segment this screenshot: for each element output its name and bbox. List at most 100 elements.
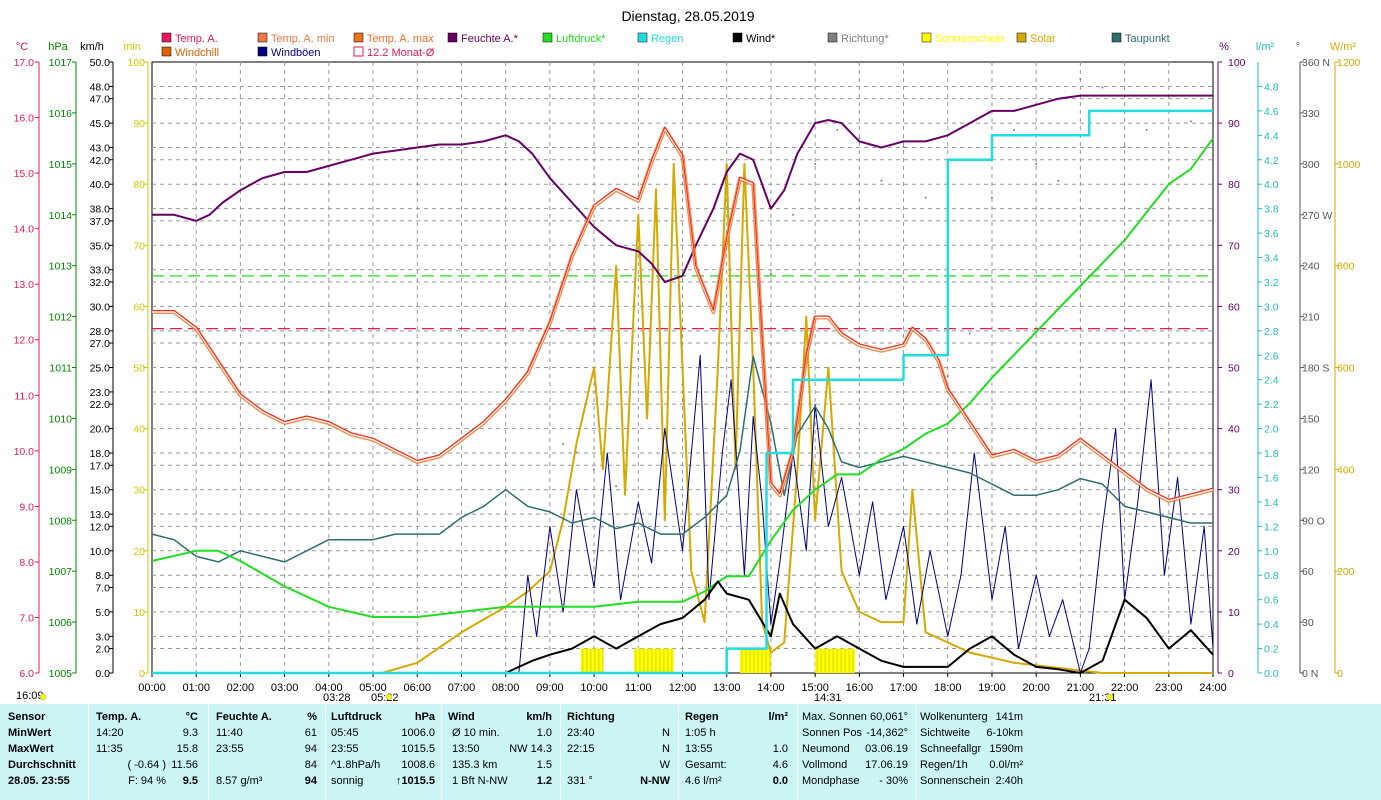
stat-value: 11.56	[171, 759, 198, 771]
stat-value: 1.2	[536, 775, 552, 787]
stat-value: 1.5	[536, 759, 552, 771]
tick-label: 7.0	[95, 582, 110, 594]
tick-label: 360 N	[1302, 57, 1330, 69]
x-tick-label: 04:00	[315, 682, 343, 694]
tick-label: 270 W	[1302, 210, 1332, 222]
tick-label: 1013	[49, 261, 73, 273]
tick-label: 80	[1228, 179, 1240, 191]
time-marker-label: 03:28	[323, 692, 351, 704]
stat-text: 331 °	[567, 775, 593, 787]
tick-label: 0 N	[1302, 668, 1318, 680]
panel-divider	[208, 704, 209, 800]
tick-label: 1.0	[1264, 546, 1279, 558]
panel-header: km/h	[526, 711, 552, 723]
tick-label: 14.0	[14, 224, 35, 236]
panel-header: Regen	[685, 711, 719, 723]
legend-swatch	[1016, 32, 1027, 43]
tick-label: 10	[133, 607, 145, 619]
tick-label: 4.2	[1264, 155, 1279, 167]
legend-swatch	[257, 32, 268, 43]
legend-label: Temp. A.	[175, 33, 218, 45]
tick-label: 0.6	[1264, 595, 1279, 607]
tick-label: 0.0	[95, 668, 110, 680]
stat-text: 23:40	[567, 727, 595, 739]
tick-label: 1015	[49, 159, 73, 171]
x-tick-label: 15:00	[801, 682, 829, 694]
tick-label: 0.0	[1264, 668, 1279, 680]
panel-divider	[916, 704, 917, 800]
sun-value: 03.06.19	[865, 743, 908, 755]
unit-label: %	[1219, 41, 1229, 53]
tick-label: 180 S	[1302, 363, 1329, 375]
direction-point	[593, 468, 596, 471]
tick-label: 2.0	[95, 644, 110, 656]
unit-label: W/m²	[1330, 41, 1357, 53]
panel-divider	[441, 704, 442, 800]
direction-point	[562, 442, 565, 445]
axis-units: °C hPa km/h min% l/m² ° W/m²	[16, 41, 1357, 53]
stat-text: 135.3 km	[452, 759, 498, 771]
panel-header: Feuchte A.	[216, 711, 272, 723]
tick-label: 0	[1337, 668, 1343, 680]
tick-label: 3.0	[95, 631, 110, 643]
stat-text: 1 Bft N-NW	[452, 775, 508, 787]
tick-label: 0	[139, 668, 145, 680]
stat-text: 13:50	[452, 743, 480, 755]
legend-label: Wind*	[746, 33, 776, 45]
tick-label: 1.2	[1264, 521, 1279, 533]
tick-label: 42.0	[90, 155, 111, 167]
tick-label: 8.0	[19, 557, 34, 569]
direction-point	[792, 213, 795, 216]
x-tick-label: 17:00	[890, 682, 918, 694]
tick-label: 43.0	[90, 143, 111, 155]
direction-point	[902, 145, 905, 148]
weather-label: Sonnenschein	[920, 775, 990, 787]
tick-label: 70	[133, 240, 145, 252]
stat-text: ( -0.64 )	[127, 759, 166, 771]
weather-chart: Dienstag, 28.05.2019 Temp. A. Temp. A. mi…	[14, 8, 1361, 704]
tick-label: 2.4	[1264, 375, 1279, 387]
tick-label: 10.0	[90, 546, 111, 558]
tick-label: 4.4	[1264, 130, 1279, 142]
weather-label: Schneefallgr	[920, 743, 982, 755]
tick-label: 20	[1228, 546, 1240, 558]
x-tick-label: 07:00	[448, 682, 476, 694]
chart-legend: Temp. A. Temp. A. min Temp. A. max Feuchte …	[161, 32, 1170, 59]
tick-label: 12.0	[90, 521, 111, 533]
tick-label: 100	[1228, 57, 1246, 69]
stat-value: 9.3	[182, 727, 198, 739]
legend-label: Regen	[651, 33, 683, 45]
tick-label: 2.8	[1264, 326, 1279, 338]
tick-label: 3.8	[1264, 204, 1279, 216]
stat-value: 94	[304, 743, 317, 755]
tick-label: 3.4	[1264, 253, 1279, 265]
unit-label: l/m²	[1256, 41, 1275, 53]
legend-swatch	[447, 32, 458, 43]
series-line	[152, 354, 1214, 674]
panel-divider	[797, 704, 798, 800]
unit-label: hPa	[48, 41, 68, 53]
tick-label: 20	[133, 546, 145, 558]
direction-point	[1101, 86, 1104, 89]
x-tick-label: 00:00	[138, 682, 166, 694]
panel-divider	[88, 704, 89, 800]
panel-divider	[325, 704, 326, 800]
tick-label: 4.8	[1264, 81, 1279, 93]
stat-value: NW 14.3	[509, 743, 552, 755]
panel-header: Luftdruck	[331, 711, 382, 723]
x-tick-label: 03:00	[271, 682, 299, 694]
stat-text: Ø 10 min.	[452, 727, 500, 739]
tick-label: 0.8	[1264, 570, 1279, 582]
stat-text: 1:05 h	[685, 727, 716, 739]
stat-text: sonnig	[331, 775, 364, 787]
stat-text: 11:35	[96, 743, 123, 755]
tick-label: 3.6	[1264, 228, 1279, 240]
tick-label: 10	[1228, 607, 1240, 619]
direction-point	[946, 374, 949, 377]
tick-label: 5.0	[95, 607, 110, 619]
axes: 17.016.015.014.013.012.011.010.09.08.07.…	[14, 57, 1361, 694]
stat-text: Gesamt:	[685, 759, 727, 771]
stat-value: W	[659, 759, 670, 771]
tick-label: 100	[127, 57, 145, 69]
panel-divider	[678, 704, 679, 800]
